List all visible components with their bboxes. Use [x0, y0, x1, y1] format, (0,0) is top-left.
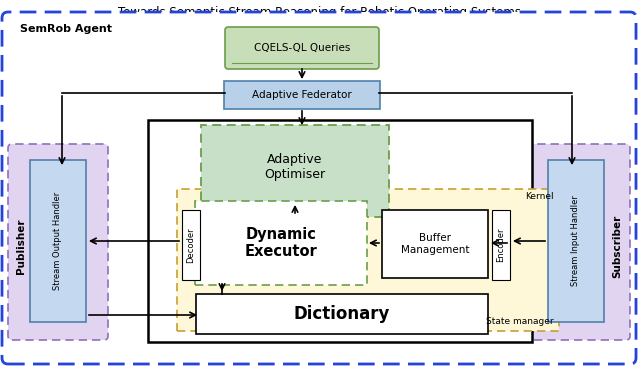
Text: Subscriber: Subscriber — [612, 214, 622, 277]
Text: Towards Semantic Stream Reasoning for Robotic Operating Systems: Towards Semantic Stream Reasoning for Ro… — [118, 6, 522, 19]
Text: State manager: State manager — [486, 317, 554, 326]
Text: Dynamic
Executor: Dynamic Executor — [244, 227, 317, 259]
Text: Publisher: Publisher — [16, 218, 26, 274]
FancyBboxPatch shape — [224, 81, 380, 109]
Bar — [182, 210, 200, 280]
FancyBboxPatch shape — [2, 12, 636, 364]
Text: Decoder: Decoder — [186, 227, 195, 263]
FancyBboxPatch shape — [8, 144, 108, 340]
FancyBboxPatch shape — [195, 201, 367, 285]
Bar — [492, 210, 510, 280]
Bar — [382, 210, 488, 278]
Bar — [196, 294, 488, 334]
Text: Dictionary: Dictionary — [294, 305, 390, 323]
FancyBboxPatch shape — [177, 189, 559, 331]
Bar — [30, 160, 86, 322]
Text: Adaptive
Optimiser: Adaptive Optimiser — [264, 153, 326, 181]
Bar — [548, 160, 604, 322]
Text: SemRob Agent: SemRob Agent — [20, 24, 112, 34]
Text: Buffer
Management: Buffer Management — [401, 233, 469, 255]
Bar — [148, 120, 532, 342]
FancyBboxPatch shape — [201, 125, 389, 217]
Text: Stream Input Handler: Stream Input Handler — [572, 196, 580, 286]
Text: Encoder: Encoder — [497, 228, 506, 262]
Text: CQELS-QL Queries: CQELS-QL Queries — [254, 43, 350, 53]
Text: Adaptive Federator: Adaptive Federator — [252, 90, 352, 100]
FancyBboxPatch shape — [225, 27, 379, 69]
Text: Stream Output Handler: Stream Output Handler — [54, 192, 63, 290]
Text: Kernel: Kernel — [525, 192, 554, 201]
FancyBboxPatch shape — [530, 144, 630, 340]
